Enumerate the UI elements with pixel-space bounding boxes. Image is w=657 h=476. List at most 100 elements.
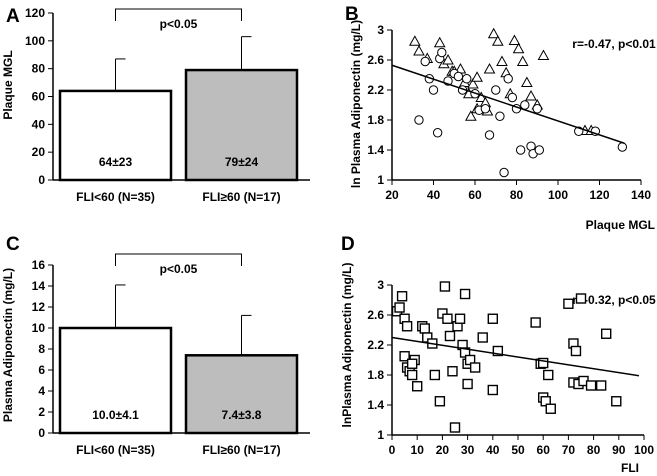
y-tick-label: 80 [32, 62, 46, 76]
data-point-circle [420, 56, 430, 67]
panel-b-letter: B [345, 4, 359, 25]
y-tick-label: 3 [377, 23, 384, 37]
significance-label: p<0.05 [160, 262, 198, 276]
data-point-square [492, 345, 504, 357]
bar [58, 89, 173, 182]
data-point-square [487, 313, 498, 324]
y-tick-label: 0 [38, 426, 45, 440]
data-point-triangle [516, 55, 529, 66]
data-point-square [575, 293, 587, 304]
data-point-square [545, 403, 556, 414]
data-point-triangle [433, 36, 446, 48]
data-point-square [477, 332, 488, 343]
x-tick-label: 40 [427, 188, 441, 202]
data-point-circle [503, 74, 513, 84]
data-point-square [585, 380, 597, 391]
data-point-square [447, 366, 458, 377]
data-point-triangle [496, 55, 508, 66]
x-tick-label: 20 [385, 188, 399, 202]
y-tick-label: 2.2 [367, 83, 384, 97]
panel-d-correlation-annotation: r=-0.32, p<0.05 [572, 293, 656, 307]
panel-b: B ln Plasma Adiponectin (mg/L) Plaque MG… [345, 4, 656, 232]
data-point-square [595, 380, 607, 391]
data-point-square [419, 323, 430, 334]
y-tick-label: 120 [25, 6, 45, 20]
data-point-square [396, 291, 408, 302]
x-tick-label: 30 [461, 443, 475, 457]
y-tick-label: 1.8 [367, 368, 384, 382]
data-point-square [538, 357, 549, 369]
x-tick-label: 80 [587, 443, 601, 457]
data-point-triangle [442, 53, 454, 65]
data-point-square [469, 362, 481, 373]
data-point-square [429, 369, 441, 381]
data-point-square [487, 384, 498, 396]
panel-d: D lnPlasma Adiponectin (mg/L) FLI r=-0.3… [340, 234, 656, 475]
x-tick-label: 50 [511, 443, 525, 457]
panel-d-y-axis-label: lnPlasma Adiponectin (mg/L) [340, 263, 354, 428]
x-tick-label: 140 [631, 188, 651, 202]
data-point-square [530, 317, 541, 328]
data-point-square [462, 378, 473, 390]
x-tick-label: 120 [589, 188, 609, 202]
y-tick-label: 1.4 [367, 143, 384, 157]
y-tick-label: 60 [32, 90, 46, 104]
data-point-triangle [471, 71, 483, 82]
panel-c-plot: 0 2 4 6 8 10 12 14 16 10.0±4.1 FLI<60 (N=35) 7.4±3.… [32, 253, 310, 457]
bar-value-label: 7.4±3.8 [222, 408, 262, 422]
panel-a-letter: A [6, 6, 20, 27]
data-point-circle [453, 71, 464, 82]
data-point-square [412, 381, 423, 392]
significance-label: p<0.05 [160, 17, 198, 31]
panel-d-letter: D [341, 234, 355, 255]
data-point-square [563, 298, 574, 309]
y-tick-label: 16 [32, 258, 46, 272]
x-tick-label: 40 [486, 443, 500, 457]
category-label: FLI<60 (N=35) [76, 443, 155, 457]
data-point-square [394, 302, 405, 313]
y-tick-label: 2.6 [367, 53, 384, 67]
data-point-circle [432, 128, 443, 138]
data-point-square [406, 358, 418, 369]
data-point-triangle [475, 91, 488, 102]
panel-d-plot: 11.41.82.22.630 10 20 30 40 50 60 70 80 90 100 [367, 278, 654, 457]
data-point-square [434, 396, 446, 407]
panel-a: A Plaque MGL 0 20 40 60 80 100 120 64±23 FLI<60 … [1, 6, 310, 204]
y-tick-label: 1 [377, 173, 384, 187]
panel-c: C Plasma Adiponectin (mg/L) 0 2 4 6 8 10 12 14 1… [1, 234, 310, 457]
data-point-triangle [521, 76, 533, 87]
data-point-circle [428, 85, 439, 95]
y-tick-label: 0 [38, 173, 45, 187]
data-point-triangle [491, 35, 504, 46]
data-point-circle [480, 104, 491, 114]
data-point-square [442, 313, 453, 324]
data-point-square [454, 313, 466, 324]
panel-a-plot: 0 20 40 60 80 100 120 64±23 FLI<60 (N=35) 79±24 FL… [25, 6, 310, 204]
data-point-square [444, 330, 456, 342]
data-point-square [611, 396, 622, 407]
y-tick-label: 40 [32, 117, 46, 131]
data-point-circle [491, 85, 501, 95]
bar-value-label: 10.0±4.1 [92, 408, 139, 422]
data-point-square [543, 369, 554, 381]
y-tick-label: 2 [38, 405, 45, 419]
data-point-square [449, 422, 461, 433]
significance-bracket [115, 8, 242, 21]
data-point-triangle [525, 89, 537, 101]
data-point-circle [495, 111, 505, 121]
data-point-triangle [508, 34, 521, 45]
panel-c-y-axis-label: Plasma Adiponectin (mg/L) [1, 268, 15, 422]
y-tick-label: 2.2 [367, 338, 384, 352]
panel-c-letter: C [6, 234, 20, 255]
y-tick-label: 10 [32, 321, 46, 335]
x-tick-label: 60 [537, 443, 551, 457]
data-point-triangle [537, 49, 550, 60]
data-point-circle [507, 92, 518, 103]
panel-d-x-axis-label: FLI [621, 461, 639, 475]
data-point-circle [520, 100, 530, 110]
trend-line [391, 64, 625, 144]
x-tick-label: 70 [562, 443, 576, 457]
x-tick-label: 10 [411, 443, 425, 457]
x-tick-label: 0 [389, 443, 396, 457]
